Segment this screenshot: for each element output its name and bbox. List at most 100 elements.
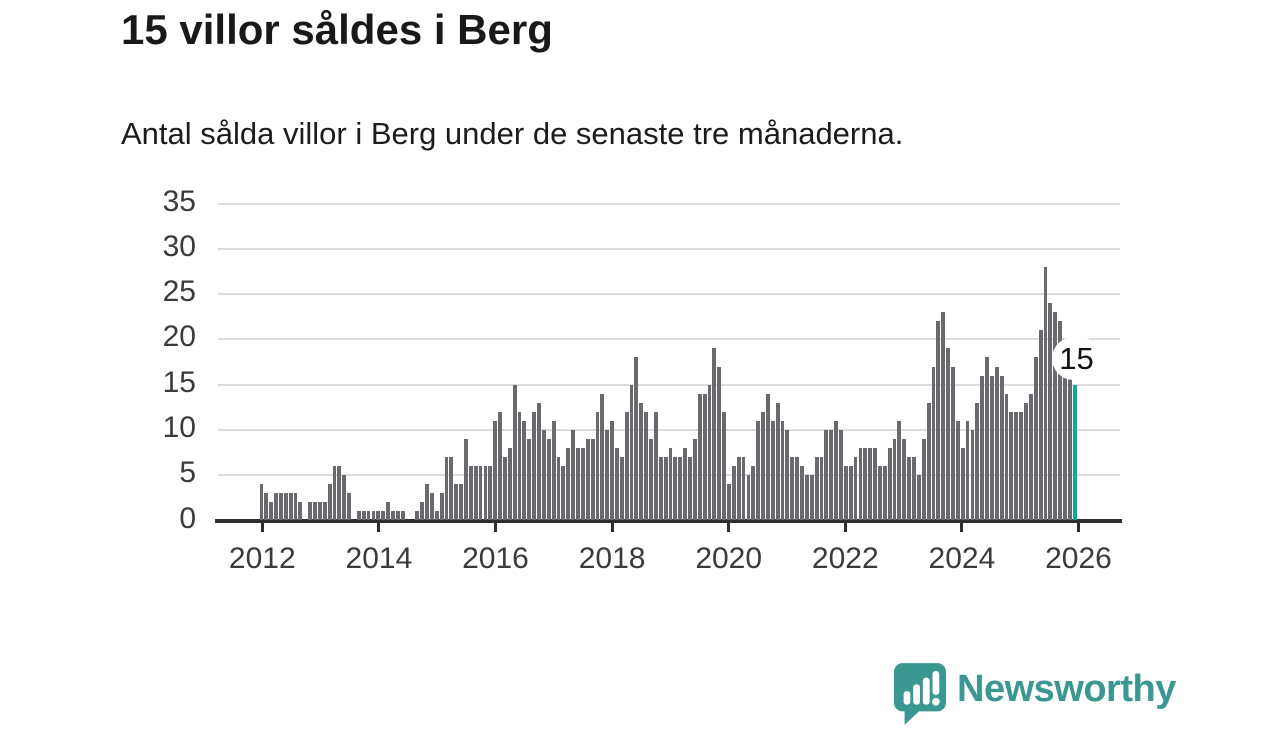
bar — [278, 493, 283, 521]
bar — [692, 438, 697, 521]
bar — [420, 502, 425, 521]
bar — [858, 448, 863, 521]
bar — [527, 438, 532, 521]
bar — [381, 511, 386, 521]
bar — [1043, 266, 1048, 521]
chart-subtitle: Antal sålda villor i Berg under de senas… — [121, 116, 904, 151]
bar — [863, 448, 868, 521]
bar — [839, 429, 843, 521]
bar — [668, 448, 673, 521]
y-gridline — [218, 428, 1120, 431]
bar — [912, 457, 916, 521]
bar — [498, 411, 502, 521]
bar — [921, 438, 926, 521]
newsworthy-logo[interactable]: Newsworthy — [893, 662, 1176, 725]
bar — [746, 475, 751, 521]
y-axis-tick-label: 15 — [162, 365, 196, 399]
bar — [264, 493, 269, 521]
bar — [722, 411, 726, 521]
x-axis-tick-label: 2014 — [345, 542, 413, 575]
bar — [975, 402, 980, 521]
bar — [371, 511, 376, 521]
bar — [585, 438, 590, 521]
bar — [941, 312, 946, 521]
y-axis-tick-label: 10 — [162, 410, 196, 444]
bar — [882, 466, 887, 521]
bar — [756, 420, 761, 521]
bar — [503, 457, 507, 521]
bar — [1004, 393, 1009, 521]
highlighted-latest-bar — [1072, 384, 1077, 521]
bar — [293, 493, 298, 521]
bar — [985, 357, 989, 521]
bar — [444, 457, 449, 521]
bar — [571, 429, 576, 521]
bar — [259, 484, 264, 521]
bar — [493, 420, 498, 521]
bar — [566, 448, 571, 521]
bar — [916, 475, 921, 521]
bar — [712, 348, 717, 521]
bar — [1038, 330, 1043, 521]
bar — [269, 502, 274, 521]
x-axis-tick — [727, 522, 731, 532]
newsworthy-wordmark: Newsworthy — [957, 668, 1176, 710]
bar — [415, 511, 420, 521]
bar — [347, 493, 351, 521]
bar — [829, 429, 834, 521]
bar — [600, 393, 605, 521]
bar — [580, 448, 585, 521]
bar — [322, 502, 327, 521]
bar — [736, 457, 741, 521]
bar — [673, 457, 678, 521]
bar — [765, 393, 770, 521]
bar — [707, 384, 712, 521]
y-axis-tick-label: 0 — [179, 501, 196, 535]
x-axis-tick-label: 2022 — [811, 542, 879, 575]
bar — [464, 438, 468, 521]
bar — [356, 511, 361, 521]
bar — [644, 411, 649, 521]
bar — [804, 475, 809, 521]
bar — [951, 366, 955, 521]
bar — [619, 457, 624, 521]
bar — [1024, 402, 1028, 521]
bar — [1048, 303, 1053, 521]
y-axis-tick-label: 30 — [162, 229, 196, 263]
bar — [887, 448, 892, 521]
bar — [361, 511, 366, 521]
bar — [926, 402, 931, 521]
y-axis-tick-label: 25 — [162, 275, 196, 309]
bar — [541, 429, 546, 521]
bar — [546, 438, 551, 521]
bar — [478, 466, 483, 521]
bar — [342, 475, 347, 521]
bar — [731, 466, 736, 521]
bar — [634, 357, 639, 521]
x-axis-tick-label: 2024 — [928, 542, 996, 575]
bar — [960, 448, 965, 521]
bar — [877, 466, 882, 521]
x-axis-tick-label: 2012 — [228, 542, 296, 575]
bar — [615, 448, 619, 521]
bar — [683, 448, 688, 521]
bar — [990, 375, 994, 521]
latest-value-callout: 15 — [1052, 337, 1101, 380]
bar — [843, 466, 848, 521]
bar — [288, 493, 293, 521]
bar — [595, 411, 600, 521]
bar — [308, 502, 313, 521]
bar — [868, 448, 873, 521]
bar — [1019, 411, 1024, 521]
bar — [624, 411, 629, 521]
bar — [702, 393, 707, 521]
bar — [561, 466, 566, 521]
x-axis-tick — [260, 522, 264, 532]
bar — [298, 502, 303, 521]
bar — [848, 466, 853, 521]
bar — [376, 511, 381, 521]
bar — [313, 502, 317, 521]
bar — [551, 420, 556, 521]
bar — [761, 411, 765, 521]
bar — [425, 484, 429, 521]
